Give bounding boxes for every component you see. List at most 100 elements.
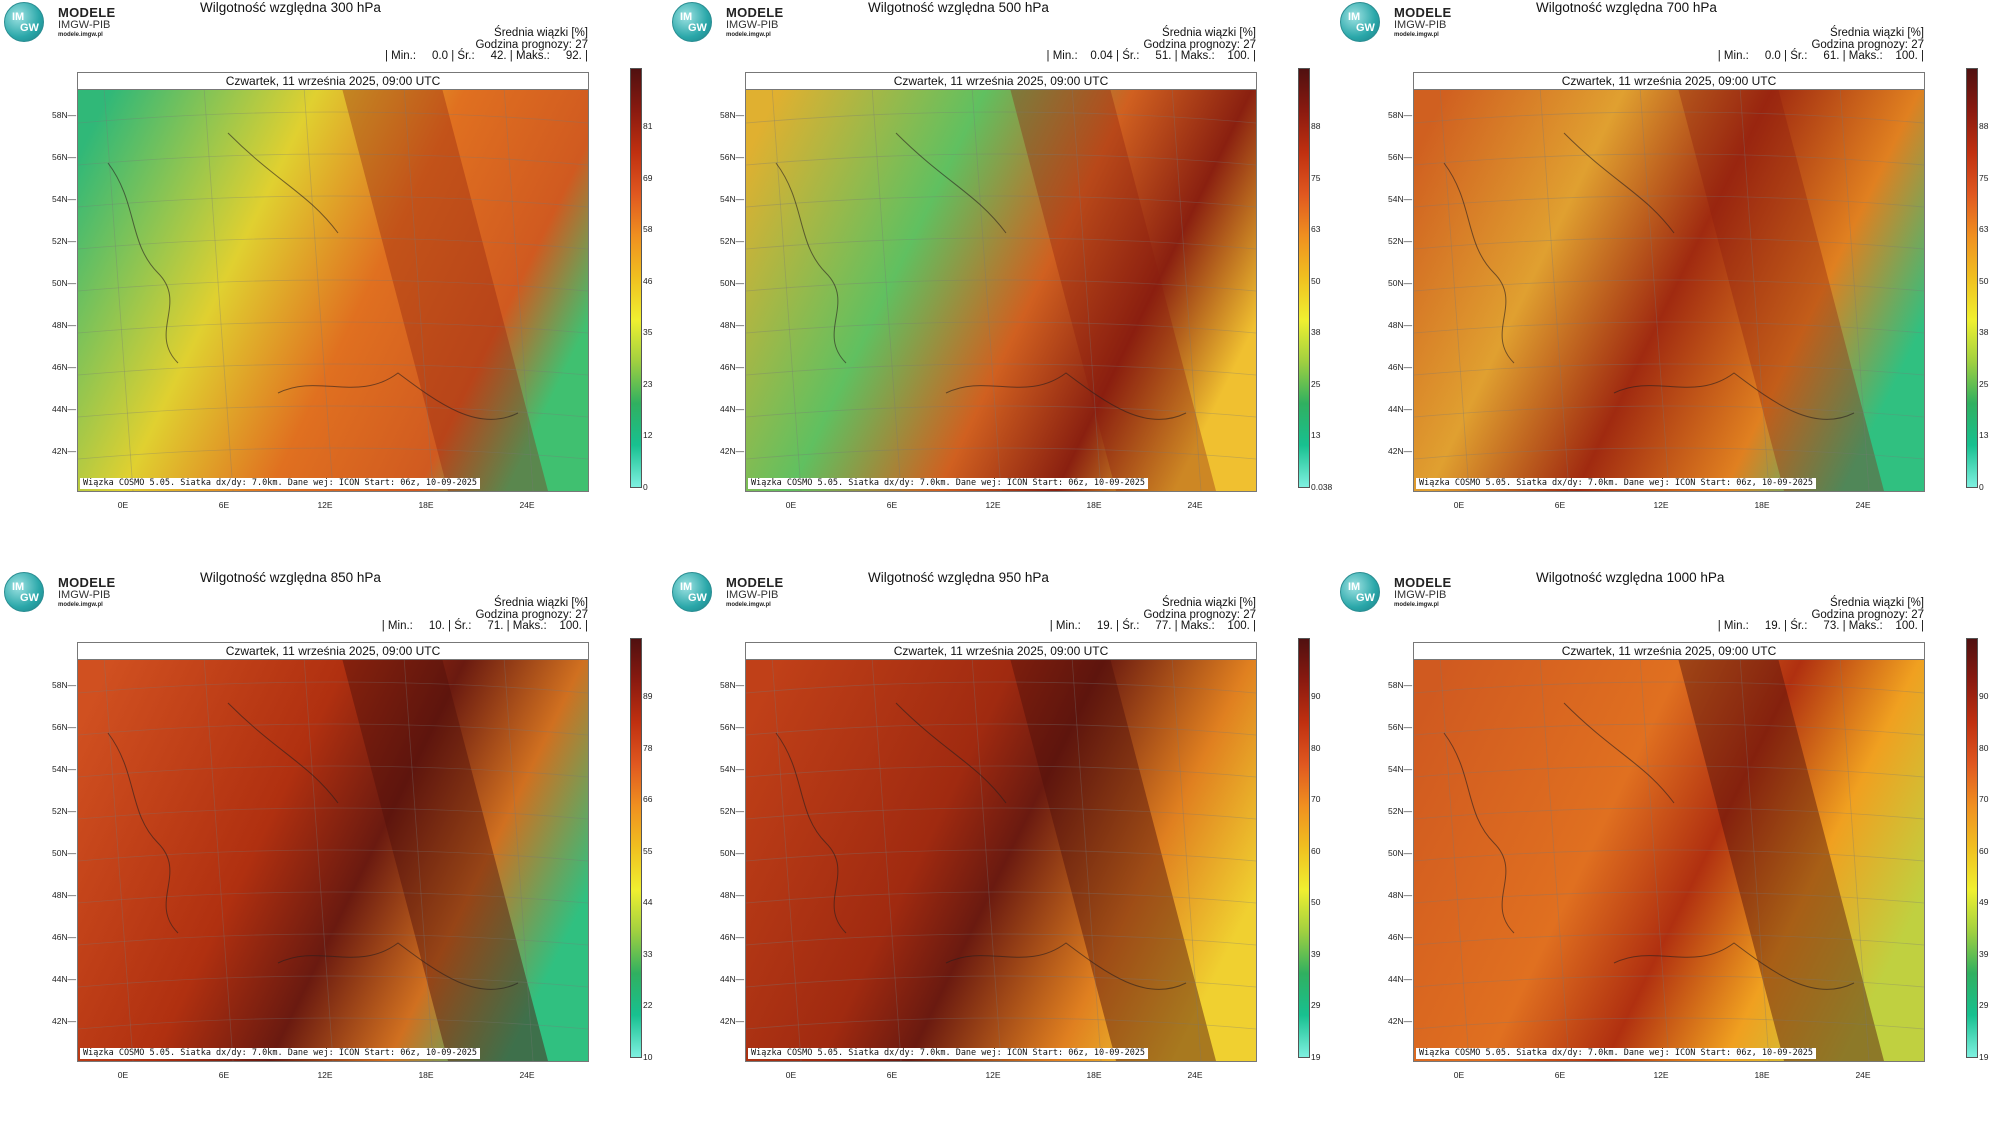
imgw-logo-mark: IM GW: [4, 572, 44, 612]
graticule-line: [1414, 681, 1924, 694]
field-background: [746, 73, 1256, 491]
logo-letters-top: IM: [12, 11, 25, 23]
graticule-line: [1414, 723, 1924, 736]
colorbar-tick: 0: [1979, 481, 1984, 492]
valid-date: Czwartek, 11 września 2025, 09:00 UTC: [746, 73, 1256, 90]
graticule-line: [302, 73, 334, 491]
latitude-label: 54N—: [52, 194, 77, 204]
graticule-line: [78, 849, 588, 862]
humidity-band: [1674, 643, 1884, 1061]
graticule-line: [78, 681, 588, 694]
logo-org: IMGW-PIB: [726, 19, 779, 31]
colorbar-tick: 80: [1311, 742, 1321, 753]
longitude-label: 12E: [985, 1070, 1001, 1080]
logo-letters-top: IM: [1348, 11, 1361, 23]
info-title: Średnia wiązki [%]: [1162, 27, 1256, 39]
latitude-label: 52N—: [1388, 236, 1413, 246]
colorbar-tick: 19: [1979, 1051, 1989, 1062]
graticule-line: [78, 1017, 588, 1030]
colorbar: [630, 68, 642, 488]
latitude-label: 50N—: [1388, 848, 1413, 858]
longitude-label: 0E: [1453, 1070, 1465, 1080]
latitude-label: 52N—: [52, 806, 77, 816]
imgw-logo-mark: IM GW: [672, 2, 712, 42]
colorbar-tick: 58: [643, 224, 653, 234]
longitude-label: 18E: [1754, 1070, 1770, 1080]
forecast-hour: Godzina prognozy: 27: [475, 608, 588, 621]
graticule-line: [202, 643, 234, 1061]
graticule-line: [746, 807, 1256, 820]
latitude-label: 44N—: [52, 404, 77, 414]
colorbar-tick: 78: [643, 742, 653, 753]
logo-letters-bottom: GW: [688, 592, 707, 604]
graticule-line: [746, 111, 1256, 124]
logo-url: modele.imgw.pl: [58, 32, 103, 38]
valid-date: Czwartek, 11 września 2025, 09:00 UTC: [78, 73, 588, 90]
graticule-line: [78, 237, 588, 250]
longitude-label: 12E: [985, 500, 1001, 510]
forecast-hour: Godzina prognozy: 27: [1811, 608, 1924, 621]
longitude-label: 6E: [218, 1070, 230, 1080]
colorbar-tick: 88: [1979, 121, 1989, 131]
stats-line: | Min.: 10. | Śr.: 71. | Maks.: 100. |: [381, 620, 588, 632]
latitude-label: 48N—: [720, 890, 745, 900]
graticule-line: [102, 643, 134, 1061]
colorbar-tick: 39: [1311, 948, 1321, 959]
colorbar-tick: 70: [1979, 794, 1989, 804]
valid-date: Czwartek, 11 września 2025, 09:00 UTC: [78, 643, 588, 660]
colorbar-tick: 60: [1311, 845, 1321, 856]
imgw-logo: IM GW MODELE IMGW-PIB modele.imgw.pl: [672, 2, 832, 42]
graticule-line: [1414, 237, 1924, 250]
logo-url: modele.imgw.pl: [726, 602, 771, 608]
imgw-logo-mark: IM GW: [1340, 2, 1380, 42]
graticule-line: [746, 765, 1256, 778]
graticule-line: [1638, 73, 1670, 491]
graticule-line: [1538, 643, 1570, 1061]
colorbar-tick: 29: [1979, 1000, 1989, 1010]
latitude-label: 56N—: [720, 152, 745, 162]
logo-url: modele.imgw.pl: [58, 602, 103, 608]
humidity-field: [746, 73, 1256, 491]
graticule-line: [1414, 891, 1924, 904]
info-title: Średnia wiązki [%]: [1830, 27, 1924, 39]
latitude-label: 58N—: [720, 110, 745, 120]
graticule-line: [78, 363, 588, 376]
graticule-line: [970, 643, 1002, 1061]
graticule-line: [1638, 643, 1670, 1061]
coastline: [1443, 702, 1855, 990]
logo-name: MODELE: [726, 575, 784, 590]
latitude-label: 56N—: [1388, 722, 1413, 732]
colorbar-tick: 38: [1979, 327, 1989, 337]
info-title: Średnia wiązki [%]: [1830, 597, 1924, 609]
logo-letters-top: IM: [1348, 581, 1361, 593]
logo-org: IMGW-PIB: [1394, 19, 1447, 31]
model-footer: Wiązka COSMO 5.05. Siatka dx/dy: 7.0km. …: [748, 1048, 1149, 1059]
map-view: Czwartek, 11 września 2025, 09:00 UTC Wią…: [745, 642, 1257, 1062]
logo-org: IMGW-PIB: [58, 589, 111, 601]
graticule-line: [78, 111, 588, 124]
stats-line: | Min.: 0.0 | Śr.: 61. | Maks.: 100. |: [1717, 50, 1924, 62]
logo-letters-bottom: GW: [20, 592, 39, 604]
graticule-line: [1838, 73, 1870, 491]
latitude-label: 50N—: [52, 278, 77, 288]
graticule-line: [746, 321, 1256, 334]
latitude-label: 58N—: [1388, 110, 1413, 120]
graticule-line: [78, 195, 588, 208]
graticule-line: [78, 933, 588, 946]
humidity-band: [338, 643, 548, 1061]
longitude-label: 6E: [1554, 1070, 1566, 1080]
stats-info: Średnia wiązki [%] Godzina prognozy: 27 | …: [1047, 27, 1256, 63]
graticule-line: [1414, 765, 1924, 778]
logo-name: MODELE: [1394, 575, 1452, 590]
graticule-line: [770, 643, 802, 1061]
graticule-line: [78, 447, 588, 460]
colorbar-tick: 46: [643, 275, 653, 286]
logo-letters-bottom: GW: [1356, 22, 1375, 34]
stats-line: | Min.: 0.0 | Śr.: 42. | Maks.: 92. |: [384, 50, 588, 62]
map-panel: IM GW MODELE IMGW-PIB modele.imgw.pl Wilgotno…: [668, 0, 1332, 560]
latitude-label: 46N—: [720, 932, 745, 942]
valid-date: Czwartek, 11 września 2025, 09:00 UTC: [746, 643, 1256, 660]
graticule-line: [746, 723, 1256, 736]
graticule-line: [402, 643, 434, 1061]
colorbar-tick: 13: [1979, 430, 1989, 440]
